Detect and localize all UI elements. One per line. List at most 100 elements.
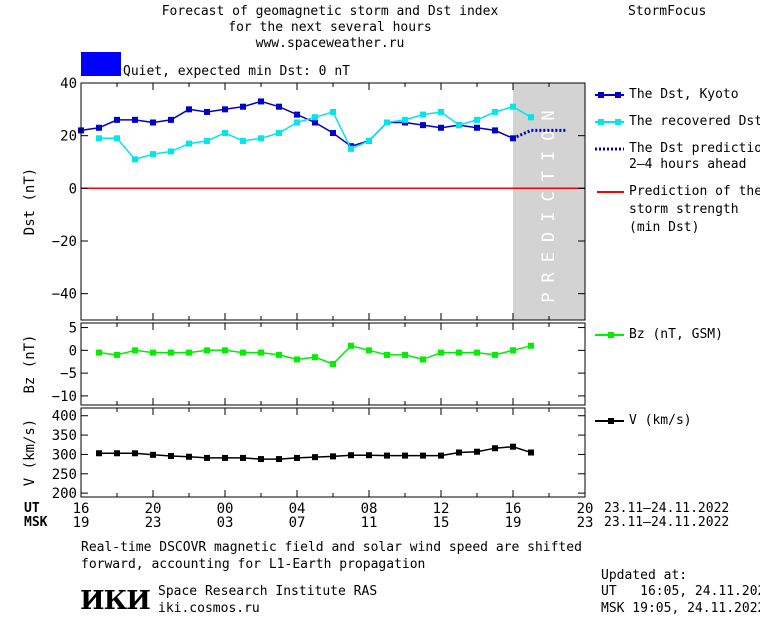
institute-url[interactable]: iki.cosmos.ru <box>158 601 260 616</box>
data-point <box>132 156 138 163</box>
data-point <box>240 454 246 461</box>
updated-ut: UT 16:05, 24.11.2022 <box>601 584 760 599</box>
x-tick-label-ut: 00 <box>217 501 234 517</box>
data-point <box>474 448 480 455</box>
data-point <box>420 356 426 363</box>
x-tick-label-msk: 23 <box>577 515 594 531</box>
data-point <box>510 347 516 354</box>
data-point <box>276 456 282 463</box>
data-point <box>330 453 336 460</box>
series-line-1-3 <box>512 128 567 140</box>
x-tick-label-msk: 11 <box>361 515 378 531</box>
y-tick-label: −20 <box>52 234 77 250</box>
data-point <box>276 103 282 110</box>
data-point <box>258 135 264 142</box>
x-tick-label-ut: 20 <box>577 501 594 517</box>
data-point <box>312 354 318 361</box>
y-tick-label: 0 <box>69 343 77 359</box>
data-point <box>420 111 426 118</box>
legend-v: V (km/s) <box>629 413 692 428</box>
data-point <box>330 108 336 115</box>
data-point <box>492 445 498 452</box>
brand-name: StormFocus <box>628 4 707 19</box>
data-point <box>492 351 498 358</box>
panel-3: 200 250 300 350 400 V (km/s) <box>22 407 586 502</box>
iki-logo: ИКИ <box>80 586 151 616</box>
x-tick-label-msk: 19 <box>505 515 522 531</box>
legend-bz: Bz (nT, GSM) <box>629 327 723 342</box>
data-point <box>204 108 210 115</box>
data-point <box>258 98 264 105</box>
updated-msk: MSK 19:05, 24.11.2022 <box>601 601 760 616</box>
legend-storm-1: Prediction of the <box>629 184 760 199</box>
data-point <box>96 124 102 131</box>
updated-label: Updated at: <box>601 568 688 583</box>
institute-name: Space Research Institute RAS <box>158 584 378 599</box>
y-tick-label: 300 <box>52 447 77 463</box>
data-point <box>438 349 444 356</box>
data-point <box>402 351 408 358</box>
y-tick-label: 350 <box>52 428 77 444</box>
data-point <box>168 452 174 459</box>
data-point <box>438 108 444 115</box>
x-tick-label-ut: 20 <box>145 501 162 517</box>
data-point <box>150 119 156 126</box>
data-point <box>456 349 462 356</box>
data-point <box>96 450 102 457</box>
website-link[interactable]: www.spaceweather.ru <box>255 36 405 51</box>
data-point <box>420 452 426 459</box>
msk-label: MSK <box>24 515 48 530</box>
y-tick-label: −5 <box>60 366 77 382</box>
data-point <box>492 108 498 115</box>
data-point <box>402 116 408 123</box>
x-tick-label-ut: 16 <box>73 501 90 517</box>
data-point <box>222 106 228 113</box>
data-point <box>456 122 462 129</box>
panel-1: PREDICTION −40 −20 0 20 40 Dst (nT) <box>22 76 586 321</box>
x-tick-label-msk: 15 <box>433 515 450 531</box>
data-point <box>438 452 444 459</box>
data-point <box>294 119 300 126</box>
data-point <box>240 349 246 356</box>
data-point <box>420 122 426 129</box>
y-tick-label: 250 <box>52 467 77 483</box>
data-point <box>366 347 372 354</box>
data-point <box>186 140 192 147</box>
data-point <box>204 347 210 354</box>
panel-2: −10 −5 0 5 Bz (nT) <box>22 321 586 406</box>
chart-title-line1: Forecast of geomagnetic storm and Dst in… <box>161 4 499 19</box>
data-point <box>150 451 156 458</box>
x-tick-label-msk: 07 <box>289 515 306 531</box>
date-range-ut: 23.11–24.11.2022 <box>604 501 730 516</box>
data-point <box>312 114 318 121</box>
x-tick-label-msk: 03 <box>217 515 234 531</box>
prediction-region <box>513 83 585 320</box>
legend-storm-3: (min Dst) <box>629 220 700 235</box>
data-point <box>348 342 354 349</box>
data-point <box>474 124 480 131</box>
data-point <box>114 135 120 142</box>
data-point <box>96 349 102 356</box>
data-point <box>204 454 210 461</box>
data-point <box>168 148 174 155</box>
y-axis-label: Dst (nT) <box>22 168 38 235</box>
legend-storm-2: storm strength <box>629 202 739 217</box>
y-tick-label: 20 <box>60 129 77 145</box>
legend-dst-kyoto: The Dst, Kyoto <box>629 87 739 102</box>
data-point <box>330 361 336 367</box>
y-tick-label: 0 <box>69 181 77 197</box>
data-point <box>384 351 390 358</box>
x-tick-label-ut: 12 <box>433 501 450 517</box>
data-point <box>312 119 318 126</box>
data-point <box>384 119 390 126</box>
chart-title-line2: for the next several hours <box>228 20 432 35</box>
data-point <box>132 450 138 457</box>
data-point <box>402 452 408 459</box>
footer-note-2: forward, accounting for L1-Earth propaga… <box>81 557 426 572</box>
data-point <box>294 454 300 461</box>
y-axis-label: Bz (nT) <box>22 334 38 393</box>
data-point <box>528 449 534 456</box>
legend-v <box>595 418 624 424</box>
data-point <box>330 130 336 137</box>
footer-note-1: Real-time DSCOVR magnetic field and sola… <box>81 540 582 555</box>
